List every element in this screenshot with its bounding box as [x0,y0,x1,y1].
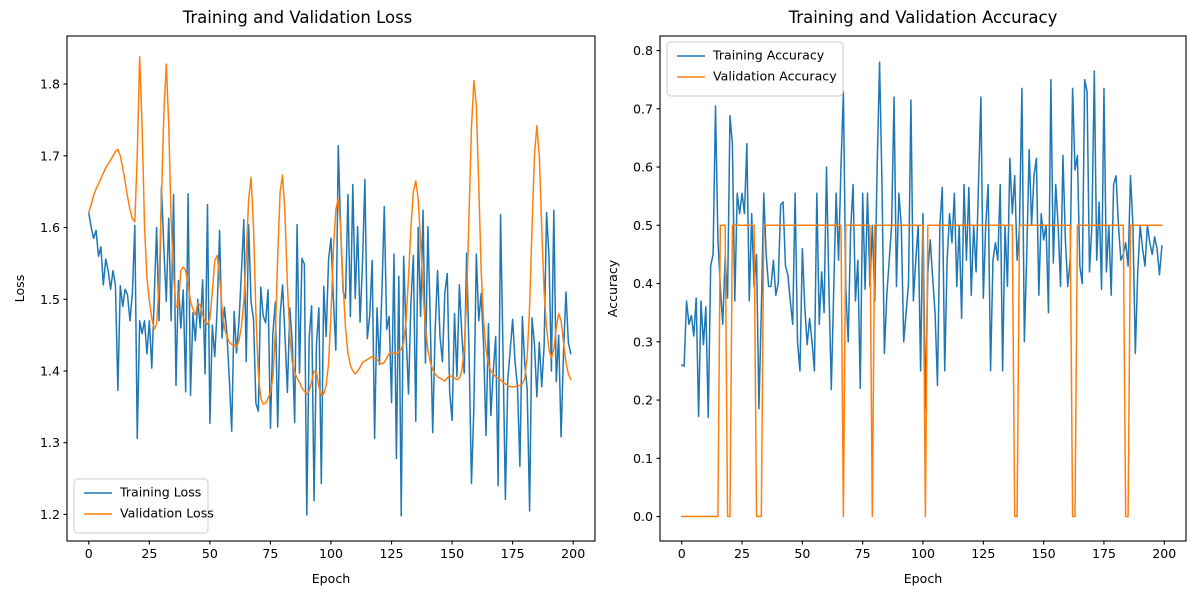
y-tick-label: 0.4 [633,276,653,291]
y-tick-label: 0.0 [633,509,653,524]
legend-label: Training Loss [119,485,201,500]
accuracy-subplot: Training and Validation Accuracy 0 25 50 75… [600,0,1200,600]
x-tick-label: 0 [678,546,686,561]
x-tick-label: 150 [440,546,464,561]
series-line-training [680,61,1163,419]
x-tick-label: 25 [141,546,157,561]
x-tick-label: 100 [911,546,935,561]
x-tick-label: 175 [501,546,525,561]
y-tick-label: 1.6 [40,220,60,235]
series-line-validation [680,224,1163,518]
y-tick-label: 1.3 [40,435,60,450]
x-tick-label: 125 [380,546,404,561]
accuracy-plot-canvas: 0 25 50 75 100 125 150 175 200 0.0 0.1 0.2 0.3 0.4 0.5… [605,35,1187,586]
x-tick-label: 100 [319,546,343,561]
loss-plot-canvas: 0 25 50 75 100 125 150 175 200 1.2 1.3 1.4 1.5 1.6 1.7… [12,35,596,586]
x-tick-label: 200 [1152,546,1176,561]
x-tick-label: 75 [855,546,871,561]
y-axis-title: Accuracy [605,259,620,317]
y-axis-title: Loss [12,275,27,303]
loss-plot-title: Training and Validation Loss [182,8,413,27]
plot-frame [66,35,596,542]
y-tick-label: 0.8 [633,43,653,58]
x-tick-label: 175 [1092,546,1116,561]
x-tick-label: 0 [85,546,93,561]
y-tick-label: 1.5 [40,292,60,307]
legend[interactable]: Training Loss Validation Loss [73,478,214,534]
y-tick-label: 1.8 [40,77,60,92]
y-tick-label: 0.5 [633,218,653,233]
x-tick-label: 150 [1032,546,1056,561]
x-tick-label: 50 [794,546,810,561]
x-tick-label: 75 [262,546,278,561]
y-tick-label: 0.1 [633,451,653,466]
y-tick-label: 1.7 [40,148,60,163]
x-tick-label: 125 [971,546,995,561]
series-line-training [88,145,572,517]
legend-label: Validation Loss [120,506,214,521]
x-tick-label: 50 [202,546,218,561]
loss-subplot: Training and Validation Loss 0 25 50 75 100 1… [12,8,596,586]
legend-label: Validation Accuracy [713,69,837,84]
legend-box [666,41,844,97]
x-tick-label: 25 [734,546,750,561]
y-tick-label: 0.6 [633,160,653,175]
series-line-validation [88,56,572,405]
legend-label: Training Accuracy [712,48,825,63]
x-axis-title: Epoch [904,571,943,586]
y-tick-label: 1.2 [40,507,60,522]
y-tick-label: 0.3 [633,334,653,349]
y-tick-label: 0.7 [633,101,653,116]
x-axis-title: Epoch [312,571,351,586]
y-tick-label: 1.4 [40,363,60,378]
legend[interactable]: Training Accuracy Validation Accuracy [666,41,844,97]
accuracy-plot-title: Training and Validation Accuracy [788,8,1058,27]
y-tick-label: 0.2 [633,393,653,408]
x-tick-label: 200 [561,546,585,561]
